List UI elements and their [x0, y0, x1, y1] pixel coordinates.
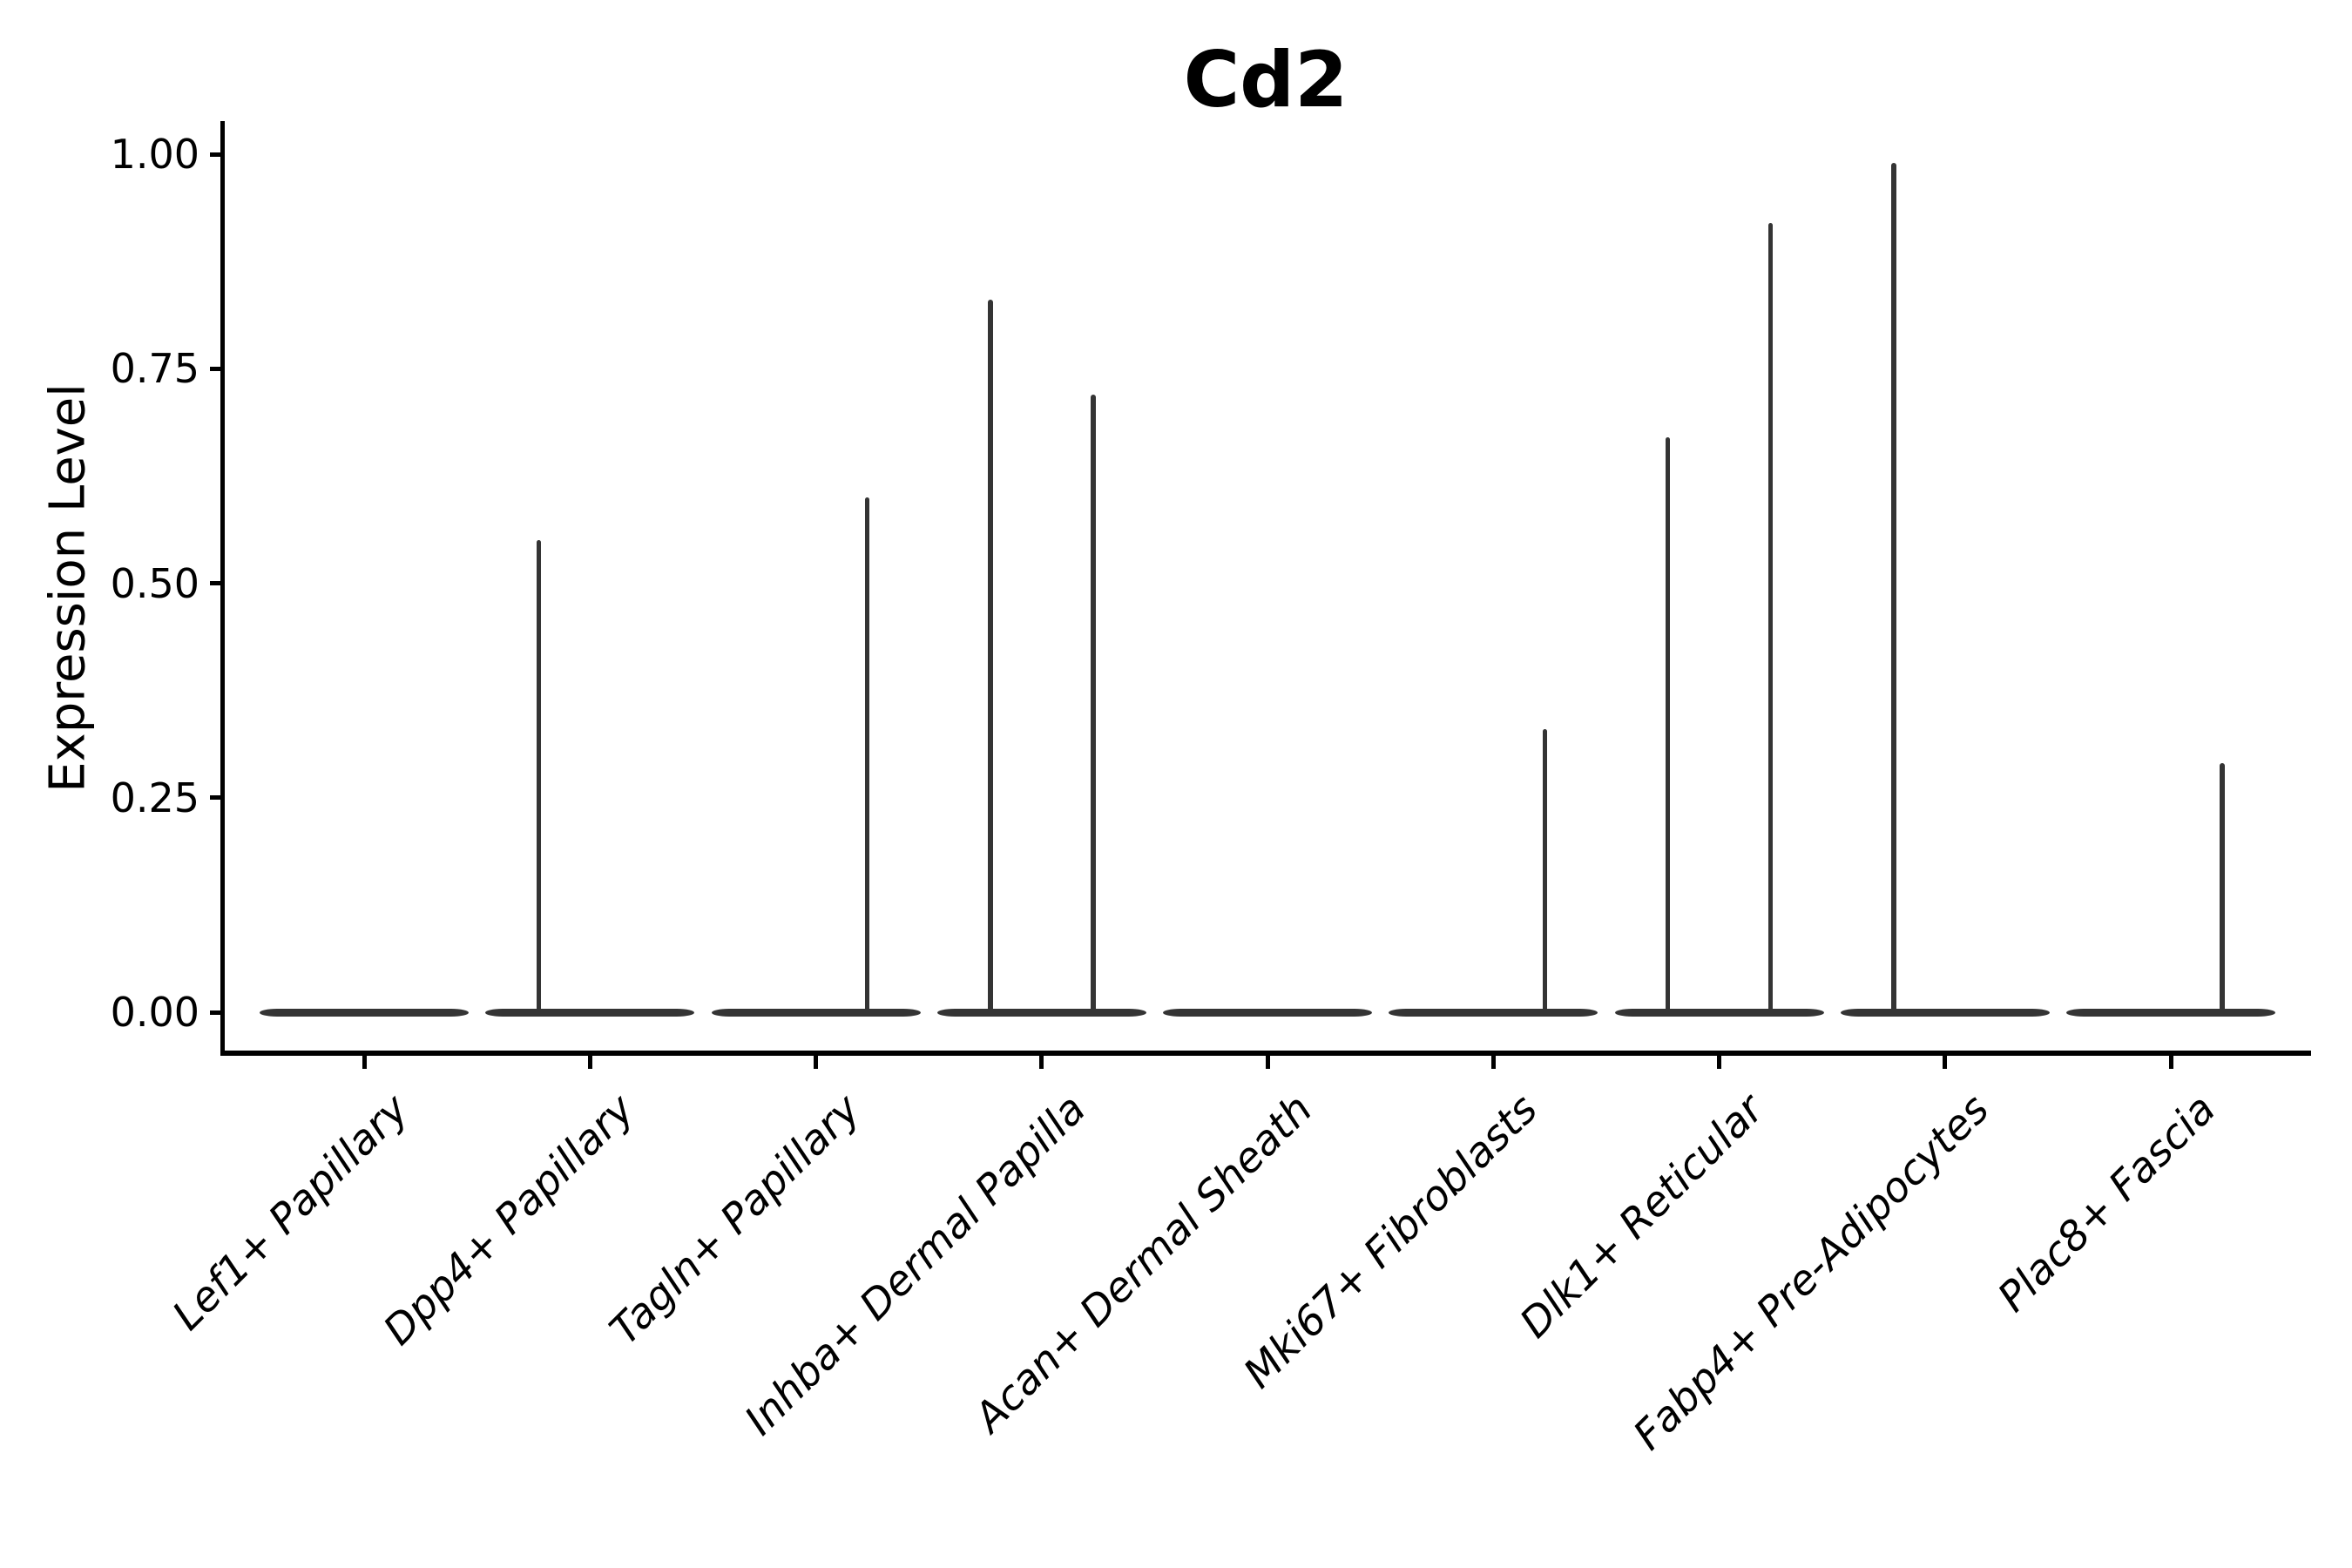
x-axis-tick [1265, 1056, 1270, 1069]
y-axis-tick-label: 0.25 [110, 774, 199, 821]
violin-spike [2220, 763, 2225, 1016]
violin-spike [1542, 728, 1547, 1016]
violin-body [1614, 1008, 1824, 1017]
y-axis-tick-label: 0.00 [110, 989, 199, 1036]
y-axis-tick-label: 1.00 [110, 131, 199, 178]
violin-spike [988, 300, 993, 1016]
violin-spike [1091, 394, 1096, 1016]
x-axis-tick-label: Lef1+ Papillary [163, 1085, 418, 1340]
y-axis-tick-label: 0.50 [110, 559, 199, 607]
violin-spike [536, 540, 541, 1016]
y-axis-tick-label: 0.75 [110, 345, 199, 393]
x-axis-tick-label: Tagln+ Papillary [600, 1085, 870, 1355]
x-axis-tick-label: Dlk1+ Reticular [1511, 1085, 1774, 1348]
violin-body [1840, 1008, 2050, 1017]
x-axis-tick [1490, 1056, 1496, 1069]
y-axis-tick [210, 366, 224, 371]
x-axis-tick [2168, 1056, 2173, 1069]
violin-spike [1891, 162, 1896, 1016]
violin-spike [1767, 222, 1774, 1016]
violin-body [1389, 1008, 1598, 1017]
y-axis-tick [210, 581, 224, 585]
x-axis-tick [1717, 1056, 1721, 1069]
violin-body [260, 1008, 469, 1017]
violin-spike [864, 497, 870, 1016]
x-axis-tick [362, 1056, 367, 1069]
violin-spike [1665, 437, 1671, 1016]
x-axis-tick [1039, 1056, 1044, 1069]
x-axis-tick [814, 1056, 818, 1069]
x-axis-line [220, 1051, 2311, 1056]
y-axis-tick [210, 1010, 224, 1015]
y-axis-tick [210, 152, 224, 157]
x-axis-tick-label: Plac8+ Fascia [1988, 1085, 2225, 1321]
x-axis-tick [587, 1056, 592, 1069]
y-axis-line [220, 121, 225, 1056]
violin-body [936, 1008, 1146, 1017]
chart-title: Cd2 [1183, 35, 1348, 125]
violin-body [1163, 1008, 1372, 1017]
violin-body [485, 1008, 695, 1017]
y-axis-tick [210, 795, 224, 801]
violin-body [2066, 1008, 2275, 1017]
violin-body [711, 1008, 921, 1017]
x-axis-tick [1943, 1056, 1948, 1069]
x-axis-tick-label: Dpp4+ Papillary [374, 1085, 645, 1355]
